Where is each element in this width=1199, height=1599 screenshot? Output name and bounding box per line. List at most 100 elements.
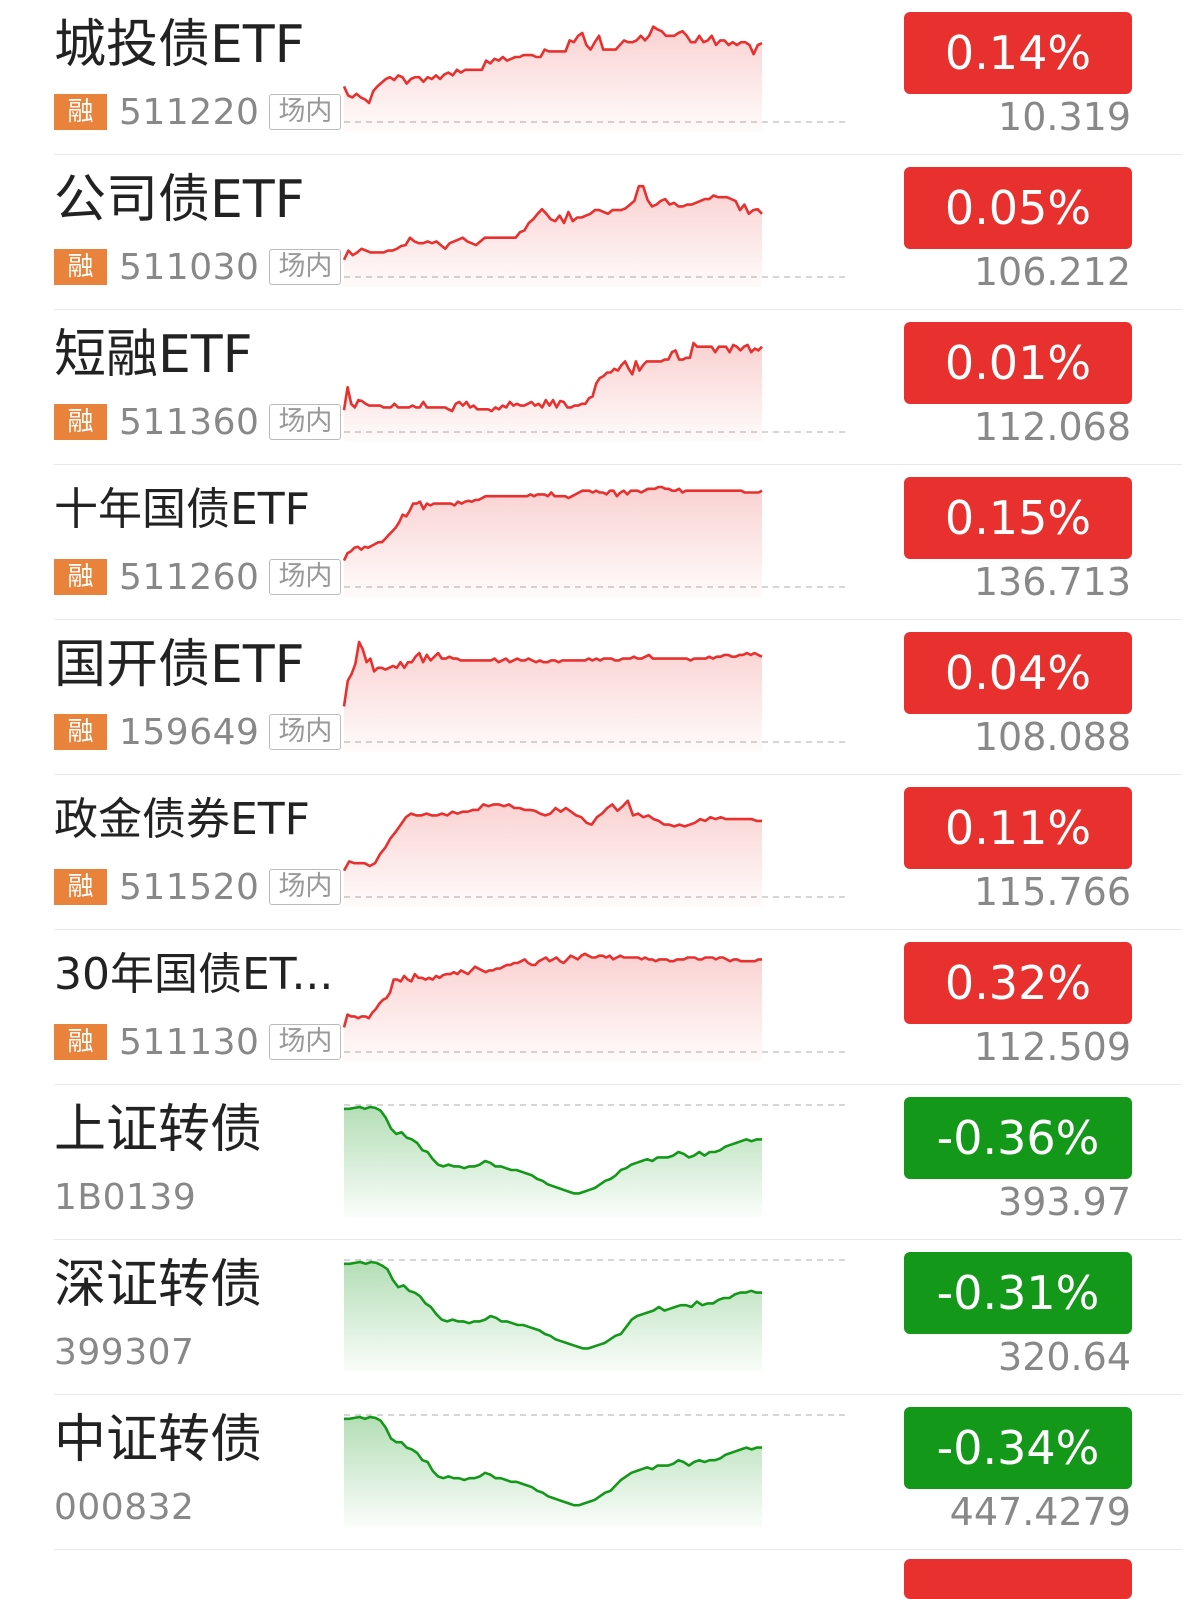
change-badge[interactable]: 0.01%: [904, 322, 1132, 404]
fund-meta: 000832: [54, 1486, 195, 1528]
fund-code: 511030: [119, 246, 260, 288]
row-divider: [54, 464, 1182, 465]
margin-badge: 融: [54, 714, 107, 750]
change-badge[interactable]: 0.32%: [904, 942, 1132, 1024]
list-item[interactable]: 城投债ETF 融 511220 场内 0.14% 10.319: [0, 0, 1199, 155]
latest-price: 10.319: [998, 95, 1131, 139]
change-badge[interactable]: -0.34%: [904, 1407, 1132, 1489]
list-item[interactable]: 30年国债ET... 融 511130 场内 0.32% 112.509: [0, 930, 1199, 1085]
change-badge[interactable]: -0.31%: [904, 1252, 1132, 1334]
exchange-tag: 场内: [269, 404, 342, 440]
latest-price: 108.088: [973, 715, 1131, 759]
row-divider: [54, 1394, 1182, 1395]
exchange-tag: 场内: [269, 94, 342, 130]
sparkline-area: [344, 487, 762, 597]
fund-name: 上证转债: [54, 1100, 263, 1160]
sparkline-area: [344, 800, 762, 907]
row-divider: [54, 309, 1182, 310]
sparkline-line: [342, 184, 763, 261]
fund-code: 1B0139: [54, 1176, 197, 1218]
list-item[interactable]: 公司债ETF 融 511030 场内 0.05% 106.212: [0, 155, 1199, 310]
sparkline-chart: [342, 341, 848, 442]
fund-code: 511260: [119, 556, 260, 598]
change-badge-partial[interactable]: [904, 1559, 1132, 1599]
margin-badge: 融: [54, 249, 107, 285]
fund-code: 511360: [119, 401, 260, 443]
sparkline-area: [344, 343, 762, 442]
fund-code: 399307: [54, 1331, 195, 1373]
margin-badge: 融: [54, 559, 107, 595]
fund-meta: 399307: [54, 1331, 195, 1373]
fund-name: 城投债ETF: [54, 15, 305, 75]
list-item[interactable]: 深证转债 399307 -0.31% 320.64: [0, 1240, 1199, 1395]
sparkline-chart: [344, 1259, 848, 1372]
fund-name: 国开债ETF: [54, 635, 305, 695]
sparkline-area: [344, 1262, 762, 1372]
list-item[interactable]: 政金债券ETF 融 511520 场内 0.11% 115.766: [0, 775, 1199, 930]
margin-badge: 融: [54, 1024, 107, 1060]
change-badge[interactable]: 0.14%: [904, 12, 1132, 94]
latest-price: 112.068: [973, 405, 1131, 449]
fund-name: 十年国债ETF: [54, 484, 310, 535]
fund-meta: 融 511220 场内: [54, 92, 342, 133]
sparkline-line: [342, 952, 762, 1028]
row-divider: [54, 1084, 1182, 1085]
change-badge[interactable]: -0.36%: [904, 1097, 1132, 1179]
change-badge[interactable]: 0.11%: [904, 787, 1132, 869]
list-item[interactable]: 十年国债ETF 融 511260 场内 0.15% 136.713: [0, 465, 1199, 620]
latest-price: 112.509: [973, 1025, 1131, 1069]
sparkline-line: [344, 1415, 762, 1507]
sparkline-chart: [344, 1414, 848, 1527]
row-divider: [54, 774, 1182, 775]
exchange-tag: 场内: [269, 869, 342, 905]
sparkline-line: [342, 640, 763, 707]
sparkline-line: [342, 341, 763, 413]
margin-badge: 融: [54, 94, 107, 130]
margin-badge: 融: [54, 404, 107, 440]
sparkline-area: [344, 953, 762, 1062]
fund-code: 000832: [54, 1486, 195, 1528]
row-divider: [54, 1239, 1182, 1240]
sparkline-line: [342, 799, 762, 872]
list-item[interactable]: 上证转债 1B0139 -0.36% 393.97: [0, 1085, 1199, 1240]
sparkline-chart: [344, 1104, 848, 1217]
fund-meta: 融 159649 场内: [54, 711, 342, 753]
change-badge[interactable]: 0.04%: [904, 632, 1132, 714]
fund-meta: 1B0139: [54, 1176, 197, 1218]
list-item[interactable]: 国开债ETF 融 159649 场内 0.04% 108.088: [0, 620, 1199, 775]
exchange-tag: 场内: [269, 249, 342, 285]
sparkline-chart: [342, 799, 848, 907]
row-divider: [54, 619, 1182, 620]
fund-meta: 融 511260 场内: [54, 556, 342, 598]
fund-name: 深证转债: [54, 1255, 263, 1315]
sparkline-line: [344, 1260, 762, 1350]
sparkline-area: [344, 186, 762, 287]
sparkline-area: [344, 1417, 762, 1527]
sparkline-chart: [342, 25, 848, 133]
change-badge[interactable]: 0.15%: [904, 477, 1132, 559]
fund-code: 511130: [119, 1021, 260, 1063]
fund-name: 公司债ETF: [54, 170, 305, 230]
fund-name: 政金债券ETF: [54, 794, 310, 845]
margin-badge: 融: [54, 869, 107, 905]
change-badge[interactable]: 0.05%: [904, 167, 1132, 249]
sparkline-chart: [342, 485, 848, 597]
exchange-tag: 场内: [269, 714, 342, 750]
fund-meta: 融 511520 场内: [54, 867, 342, 908]
fund-code: 159649: [119, 711, 260, 753]
fund-meta: 融 511130 场内: [54, 1021, 342, 1063]
latest-price: 115.766: [973, 870, 1131, 914]
fund-name: 中证转债: [54, 1410, 263, 1470]
exchange-tag: 场内: [269, 559, 342, 595]
sparkline-area: [344, 1107, 762, 1217]
sparkline-area: [344, 26, 762, 133]
latest-price: 320.64: [998, 1335, 1131, 1379]
sparkline-line: [344, 1105, 762, 1195]
list-item[interactable]: 中证转债 000832 -0.34% 447.4279: [0, 1395, 1199, 1550]
list-item[interactable]: 短融ETF 融 511360 场内 0.01% 112.068: [0, 310, 1199, 465]
latest-price: 106.212: [973, 250, 1131, 294]
sparkline-chart: [342, 640, 848, 752]
fund-name: 30年国债ET...: [54, 949, 334, 1000]
fund-meta: 融 511030 场内: [54, 246, 342, 288]
